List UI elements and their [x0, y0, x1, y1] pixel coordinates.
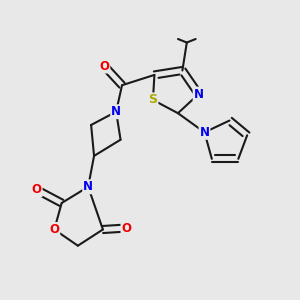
Text: O: O	[122, 221, 131, 235]
Text: N: N	[200, 126, 209, 139]
Text: N: N	[194, 88, 204, 100]
Text: N: N	[111, 105, 121, 118]
Text: O: O	[99, 60, 110, 73]
Text: O: O	[49, 223, 59, 236]
Text: N: N	[83, 180, 93, 193]
Text: S: S	[148, 93, 158, 106]
Text: O: O	[32, 183, 42, 196]
